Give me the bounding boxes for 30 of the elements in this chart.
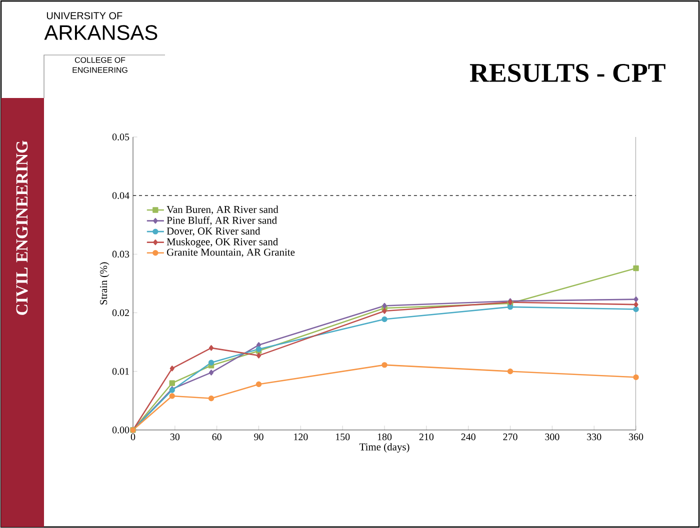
x-tick-label: 270: [503, 434, 518, 440]
y-tick-label: 0.04: [112, 192, 130, 199]
y-tick-label: 0.03: [112, 250, 130, 258]
text: UNIVERSITY OF: [46, 12, 122, 20]
x-tick-label: 90: [254, 434, 264, 440]
x-tick-label: 30: [170, 434, 180, 440]
text: ARKANSAS: [44, 25, 158, 40]
legend-label: Muskogee, OK River sand: [166, 238, 278, 248]
x-tick-label: 330: [587, 434, 602, 440]
y-axis-title: Strain (%): [100, 262, 110, 304]
x-tick-label: 60: [212, 434, 222, 440]
text: CIVIL ENGINEERING: [16, 140, 28, 315]
x-tick-label: 0: [130, 434, 136, 440]
legend-label: Granite Mountain, AR Granite: [166, 248, 295, 258]
legend-label: Pine Bluff, AR River sand: [166, 216, 277, 226]
x-tick-label: 180: [378, 434, 392, 440]
x-tick-label: 300: [545, 434, 560, 440]
legend-label: Van Buren, AR River sand: [166, 206, 278, 214]
x-tick-label: 360: [629, 434, 644, 440]
x-tick-label: 120: [294, 434, 308, 440]
chart-title: RESULTS - CPT: [470, 64, 666, 82]
x-tick-label: 150: [336, 434, 350, 440]
y-tick-label: 0.02: [112, 309, 129, 316]
x-tick-label: 210: [419, 434, 434, 440]
y-tick-label: 0.00: [112, 426, 130, 434]
x-axis-title: Time (days): [359, 443, 410, 453]
y-tick-label: 0.05: [112, 134, 130, 140]
y-tick-label: 0.01: [112, 368, 129, 375]
x-tick-label: 240: [461, 434, 476, 440]
legend-label: Dover, OK River sand: [166, 227, 260, 236]
